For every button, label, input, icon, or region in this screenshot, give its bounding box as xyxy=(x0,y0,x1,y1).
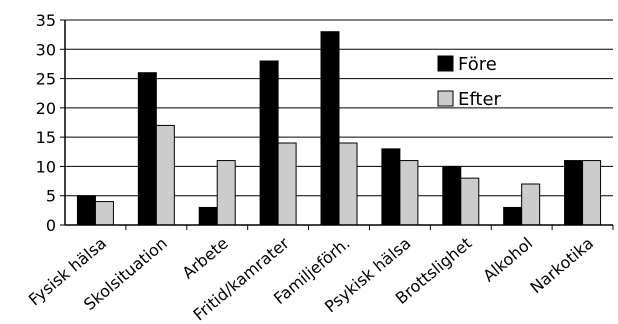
legend-label-fore: Före xyxy=(458,54,497,75)
bar-fore xyxy=(503,206,523,226)
bars xyxy=(76,31,602,226)
y-axis-ticks: 0 5 10 15 20 25 30 35 xyxy=(36,11,65,235)
y-tick-label: 30 xyxy=(36,40,56,59)
bar-fore xyxy=(76,195,96,226)
y-tick-label: 10 xyxy=(36,157,56,176)
legend-label-efter: Efter xyxy=(458,89,502,110)
bar-fore xyxy=(137,72,157,226)
bar-efter xyxy=(216,160,236,226)
bar-fore xyxy=(259,60,279,226)
legend-swatch-efter xyxy=(437,90,454,107)
x-tick-label: Arbete xyxy=(178,234,231,283)
bar-efter xyxy=(338,142,358,226)
bar-fore xyxy=(320,31,340,226)
y-tick-label: 15 xyxy=(36,128,56,147)
x-tick-label: Narkotika xyxy=(526,234,597,298)
y-tick-label: 5 xyxy=(46,187,56,206)
y-tick-label: 0 xyxy=(46,216,56,235)
x-tick-label: Alkohol xyxy=(479,234,536,286)
bar-efter xyxy=(460,177,480,226)
bar-fore xyxy=(381,148,401,226)
bar-fore xyxy=(564,160,584,226)
bar-fore xyxy=(442,165,462,226)
y-tick-label: 35 xyxy=(36,11,56,30)
bar-efter xyxy=(277,142,297,226)
y-tick-label: 25 xyxy=(36,70,56,89)
y-tick-label: 20 xyxy=(36,99,56,118)
bar-efter xyxy=(399,160,419,226)
legend-swatch-fore xyxy=(437,55,454,72)
legend: Före Efter xyxy=(437,54,502,110)
bar-efter xyxy=(582,160,602,226)
bar-efter xyxy=(94,201,114,226)
bar-efter xyxy=(155,124,175,226)
bar-efter xyxy=(521,183,541,226)
bar-fore xyxy=(198,206,218,226)
